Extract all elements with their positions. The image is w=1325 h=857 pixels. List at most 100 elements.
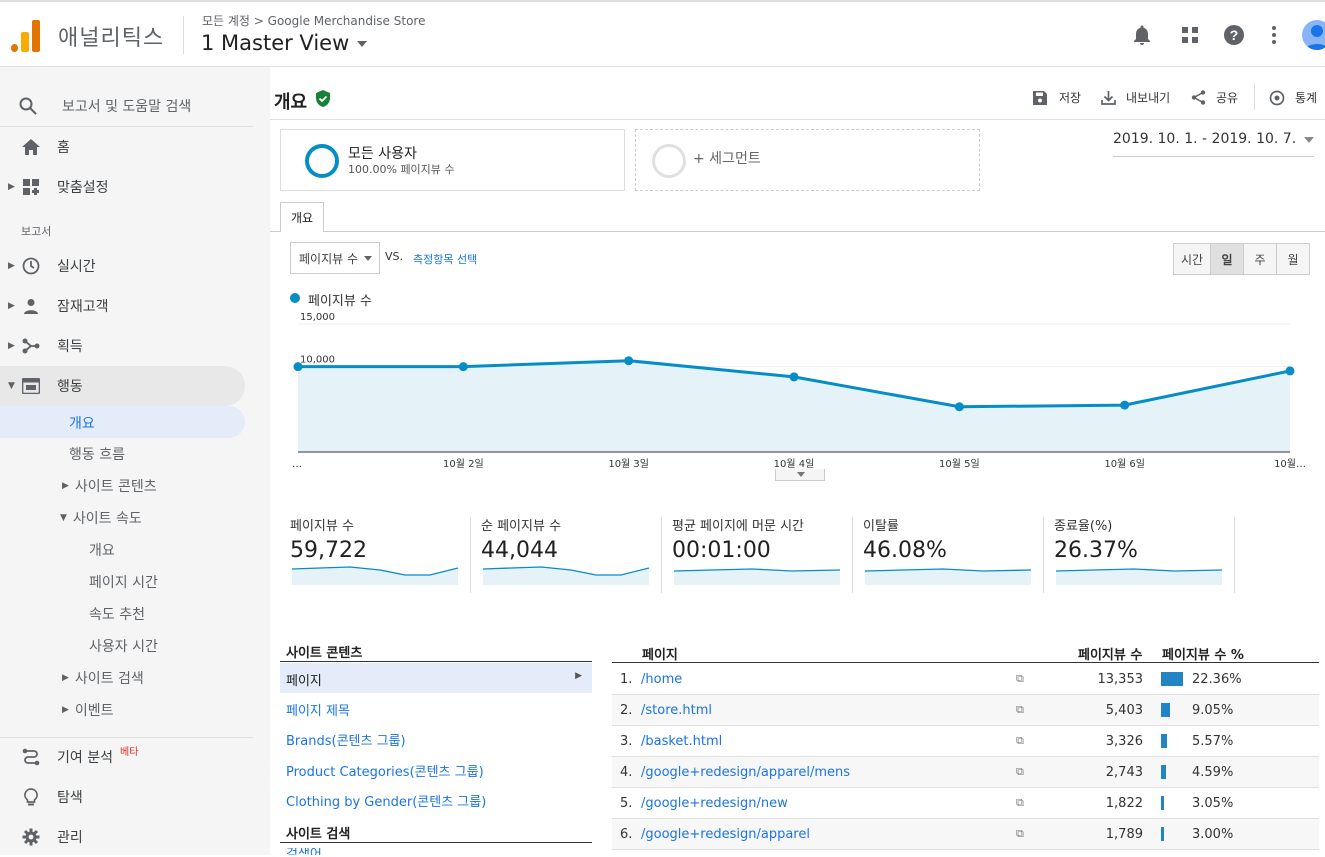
segment-all-users[interactable]: 모든 사용자 100.00% 페이지뷰 수 [280, 129, 625, 191]
time-day-button[interactable]: 일 [1210, 243, 1244, 275]
sidebar-item-acquisition[interactable]: ▶ 획득 [0, 326, 245, 366]
sidebar-item-user-timings[interactable]: 사용자 시간 [89, 639, 158, 655]
analytics-logo-icon[interactable] [11, 20, 41, 52]
table-row[interactable]: 3. /basket.html ⧉ 3,326 5.57% [612, 726, 1319, 757]
sidebar-item-label: 사이트 검색 [74, 671, 144, 687]
sidebar-item-overview[interactable]: 개요 [0, 406, 245, 438]
sidebar-item-page-timings[interactable]: 페이지 시간 [89, 575, 158, 591]
metric-card[interactable]: 평균 페이지에 머문 시간 00:01:00 [672, 515, 852, 595]
sidebar-search[interactable]: 보고서 및 도움말 검색 [0, 77, 253, 127]
sidebar-item-site-search[interactable]: ▶ 사이트 검색 [62, 664, 144, 692]
sidebar-item-realtime[interactable]: ▶ 실시간 [0, 246, 245, 286]
time-week-button[interactable]: 주 [1243, 243, 1277, 275]
sidebar-item-label: 획득 [57, 339, 83, 355]
data-point[interactable] [789, 372, 799, 382]
open-external-icon[interactable]: ⧉ [1016, 734, 1024, 747]
insights-button[interactable]: 통계 [1269, 89, 1317, 106]
data-point[interactable] [624, 356, 634, 366]
metric-value: 26.37% [1054, 538, 1138, 563]
page-link[interactable]: /home [641, 672, 683, 687]
time-month-button[interactable]: 월 [1276, 243, 1310, 275]
chevron-down-icon [1304, 137, 1314, 143]
view-selector[interactable]: 1 Master View [201, 31, 368, 55]
divider [661, 517, 662, 593]
data-point[interactable] [293, 362, 303, 372]
sidebar-item-home[interactable]: 홈 [0, 127, 245, 167]
chart-collapse-handle[interactable] [775, 469, 825, 481]
tab-overview[interactable]: 개요 [280, 202, 324, 232]
segment-title: 모든 사용자 [348, 146, 417, 162]
page-link[interactable]: /google+redesign/apparel/mens [641, 765, 851, 780]
metric-select[interactable]: 페이지뷰 수 [290, 242, 380, 274]
page-link[interactable]: /store.html [641, 703, 713, 718]
data-point[interactable] [954, 402, 964, 412]
metric-card[interactable]: 페이지뷰 수 59,722 [290, 515, 470, 595]
date-range-picker[interactable]: 2019. 10. 1. - 2019. 10. 7. [1113, 131, 1314, 157]
table-row[interactable]: 2. /store.html ⧉ 5,403 9.05% [612, 695, 1319, 726]
bell-icon[interactable] [1131, 24, 1153, 46]
metric-label: 순 페이지뷰 수 [481, 519, 562, 534]
x-tick-label: 10월 4일 [774, 458, 815, 470]
table-row[interactable]: 6. /google+redesign/apparel ⧉ 1,789 3.00% [612, 819, 1319, 850]
insights-icon [1269, 90, 1285, 105]
metric-card[interactable]: 종료율(%) 26.37% [1054, 515, 1234, 595]
sidebar-item-admin[interactable]: 관리 [0, 817, 245, 857]
divider [280, 661, 592, 662]
sidebar-item-speed-overview[interactable]: 개요 [89, 543, 115, 559]
x-tick-label: … [292, 459, 302, 470]
more-vert-icon[interactable] [1263, 24, 1285, 46]
sidebar-item-custom[interactable]: ▶ 맞춤설정 [0, 167, 245, 207]
sidebar-item-events[interactable]: ▶ 이벤트 [62, 696, 114, 724]
sidebar-item-label: 기여 분석 [57, 750, 113, 766]
metric-card[interactable]: 순 페이지뷰 수 44,044 [481, 515, 661, 595]
pageviews-pct-value: 5.57% [1192, 734, 1234, 749]
table-row[interactable]: 1. /home ⧉ 13,353 22.36% [612, 664, 1319, 695]
data-point[interactable] [1285, 366, 1295, 376]
sidebar-item-audience[interactable]: ▶ 잠재고객 [0, 286, 245, 326]
page-link[interactable]: /google+redesign/new [641, 796, 788, 811]
chevron-down-icon [364, 256, 372, 261]
sidebar-item-discover[interactable]: 탐색 [0, 777, 245, 817]
apps-grid-icon[interactable] [1179, 24, 1201, 46]
divider [612, 662, 1319, 663]
sidebar-item-behavior-flow[interactable]: 행동 흐름 [69, 447, 125, 463]
share-button[interactable]: 공유 [1191, 89, 1238, 106]
dimension-link-brands[interactable]: Brands(콘텐츠 그룹) [286, 734, 406, 749]
dimension-link-clothing-by-gender[interactable]: Clothing by Gender(콘텐츠 그룹) [286, 795, 487, 810]
open-external-icon[interactable]: ⧉ [1016, 796, 1024, 809]
dimension-link-page-title[interactable]: 페이지 제목 [286, 704, 350, 719]
save-button[interactable]: 저장 [1033, 89, 1081, 106]
sidebar-item-attribution[interactable]: 기여 분석 베타 [0, 737, 245, 777]
product-name: 애널리틱스 [58, 26, 165, 51]
add-segment[interactable]: + 세그먼트 [635, 129, 980, 191]
export-button[interactable]: 내보내기 [1101, 89, 1170, 106]
sidebar-item-speed-suggestions[interactable]: 속도 추천 [89, 607, 145, 623]
data-point[interactable] [1120, 400, 1130, 410]
dimension-link-search-term[interactable]: 검색어 [286, 848, 322, 855]
metric-card[interactable]: 이탈률 46.08% [863, 515, 1043, 595]
pageviews-pct-bar [1161, 765, 1166, 779]
sidebar-item-label: 탐색 [57, 790, 83, 806]
table-row[interactable]: 4. /google+redesign/apparel/mens ⧉ 2,743 4.5… [612, 757, 1319, 788]
dimension-link-product-categories[interactable]: Product Categories(콘텐츠 그룹) [286, 765, 484, 780]
selected-dimension-page[interactable]: 페이지 ▶ [280, 663, 592, 693]
page-link[interactable]: /basket.html [641, 734, 723, 749]
time-hour-button[interactable]: 시간 [1173, 243, 1211, 275]
avatar[interactable] [1302, 20, 1325, 50]
row-index: 4. [620, 765, 633, 780]
sidebar-item-site-content[interactable]: ▶ 사이트 콘텐츠 [62, 472, 157, 500]
open-external-icon[interactable]: ⧉ [1016, 703, 1024, 716]
sidebar-item-behavior[interactable]: ▼ 행동 [0, 366, 245, 406]
open-external-icon[interactable]: ⧉ [1016, 827, 1024, 840]
open-external-icon[interactable]: ⧉ [1016, 672, 1024, 685]
help-icon[interactable]: ? [1223, 24, 1245, 46]
pageviews-pct-value: 4.59% [1192, 765, 1234, 780]
open-external-icon[interactable]: ⧉ [1016, 765, 1024, 778]
choose-metric-link[interactable]: 측정항목 선택 [413, 253, 478, 266]
data-point[interactable] [458, 362, 468, 372]
metric-sparkline [482, 566, 650, 585]
breadcrumb[interactable]: 모든 계정 > Google Merchandise Store [202, 14, 426, 28]
page-link[interactable]: /google+redesign/apparel [641, 827, 810, 842]
table-row[interactable]: 5. /google+redesign/new ⧉ 1,822 3.05% [612, 788, 1319, 819]
sidebar-item-site-speed[interactable]: ▼ 사이트 속도 [60, 504, 142, 532]
